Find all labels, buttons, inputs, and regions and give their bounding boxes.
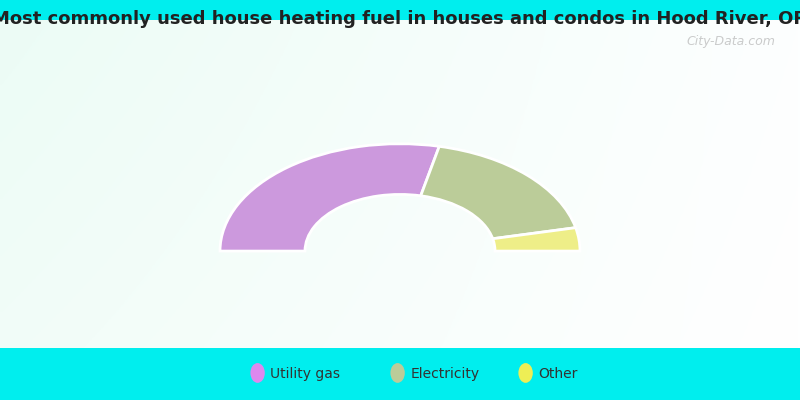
Ellipse shape: [518, 363, 533, 383]
Text: Other: Other: [538, 367, 578, 381]
Wedge shape: [421, 146, 576, 239]
Wedge shape: [493, 228, 580, 251]
Ellipse shape: [390, 363, 405, 383]
Ellipse shape: [250, 363, 265, 383]
Text: Utility gas: Utility gas: [270, 367, 341, 381]
Text: Electricity: Electricity: [410, 367, 479, 381]
Text: Most commonly used house heating fuel in houses and condos in Hood River, OR: Most commonly used house heating fuel in…: [0, 10, 800, 28]
Wedge shape: [220, 144, 439, 251]
Text: City-Data.com: City-Data.com: [686, 35, 775, 48]
